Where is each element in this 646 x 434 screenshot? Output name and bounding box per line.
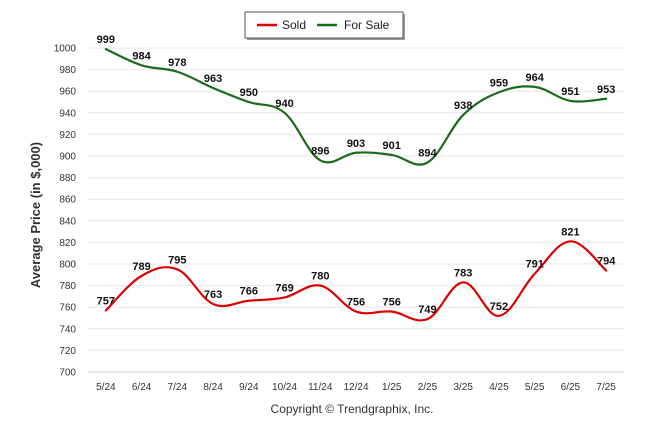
y-tick-label: 940: [59, 108, 76, 119]
x-tick-label: 12/24: [343, 382, 368, 393]
series-line: [104, 47, 608, 166]
legend-item-label: For Sale: [344, 18, 390, 32]
data-label: 964: [525, 72, 544, 84]
x-tick-label: 7/24: [168, 382, 188, 393]
copyright-credit: Copyright © Trendgraphix, Inc.: [271, 402, 434, 416]
y-tick-label: 1000: [54, 44, 77, 55]
data-label: 999: [97, 34, 115, 46]
data-label: 896: [311, 145, 329, 157]
data-label: 953: [597, 84, 615, 96]
data-label: 757: [97, 295, 115, 307]
series-line: [104, 240, 608, 322]
y-tick-label: 900: [59, 152, 76, 163]
data-label: 959: [490, 77, 508, 89]
y-tick-label: 700: [59, 368, 76, 379]
y-tick-label: 780: [59, 281, 76, 292]
y-axis-label: Average Price (in $,000): [28, 142, 43, 288]
x-tick-label: 4/25: [489, 382, 509, 393]
legend-item-label: Sold: [282, 18, 306, 32]
data-label: 894: [418, 147, 437, 159]
data-label: 789: [132, 261, 150, 273]
y-tick-label: 820: [59, 238, 76, 249]
x-tick-label: 7/25: [596, 382, 616, 393]
data-label: 780: [311, 271, 329, 283]
data-label: 795: [168, 254, 186, 266]
y-tick-label: 980: [59, 65, 76, 76]
data-label: 756: [383, 297, 401, 309]
y-tick-label: 740: [59, 324, 76, 335]
data-label: 763: [204, 289, 222, 301]
data-label: 794: [597, 255, 616, 267]
data-label: 940: [275, 98, 293, 110]
series-sold: 757 789 795 763 766 769 780 756 756 749 783 752 791 8…: [97, 226, 616, 322]
data-label: 901: [383, 140, 401, 152]
data-label: 938: [454, 100, 472, 112]
x-tick-label: 9/24: [239, 382, 259, 393]
data-label: 769: [275, 282, 293, 294]
data-label: 903: [347, 138, 365, 150]
y-tick-label: 760: [59, 303, 76, 314]
data-label: 984: [132, 50, 151, 62]
y-tick-label: 800: [59, 260, 76, 271]
x-tick-label: 2/25: [418, 382, 438, 393]
data-label: 783: [454, 267, 472, 279]
x-tick-label: 3/25: [453, 382, 473, 393]
data-label: 756: [347, 297, 365, 309]
y-tick-label: 920: [59, 130, 76, 141]
x-tick-label: 6/25: [561, 382, 581, 393]
data-label: 821: [561, 226, 579, 238]
x-tick-label: 10/24: [272, 382, 297, 393]
grid-lines: [88, 47, 624, 373]
data-label: 963: [204, 73, 222, 85]
y-tick-label: 720: [59, 346, 76, 357]
x-tick-label: 8/24: [203, 382, 223, 393]
data-label: 791: [525, 259, 543, 271]
x-tick-label: 5/25: [525, 382, 545, 393]
y-tick-label: 860: [59, 195, 76, 206]
series-group: 757 789 795 763 766 769 780 756 756 749 783 752 791 8…: [97, 34, 616, 322]
x-tick-label: 11/24: [308, 382, 333, 393]
x-axis-ticks: 5/24 6/24 7/24 8/24 9/24 10/24 11/24 12/24 1/25 2…: [88, 371, 624, 393]
series-for-sale: 999 984 978 963 950 940 896 903 901 894 938 959 964 9…: [97, 34, 615, 166]
data-label: 766: [240, 286, 258, 298]
x-tick-label: 6/24: [132, 382, 152, 393]
y-tick-label: 960: [59, 87, 76, 98]
data-label: 950: [240, 87, 258, 99]
x-tick-label: 5/24: [96, 382, 116, 393]
y-tick-label: 840: [59, 216, 76, 227]
y-axis-ticks: 700 720 740 760 780 800 820 840 860 880 900 920 940 9…: [54, 44, 77, 379]
x-tick-label: 1/25: [382, 382, 402, 393]
data-label: 749: [418, 304, 436, 316]
data-label: 752: [490, 301, 508, 313]
data-label: 978: [168, 57, 186, 69]
data-label: 951: [561, 86, 579, 98]
y-tick-label: 880: [59, 173, 76, 184]
legend: Sold For Sale: [244, 11, 405, 40]
